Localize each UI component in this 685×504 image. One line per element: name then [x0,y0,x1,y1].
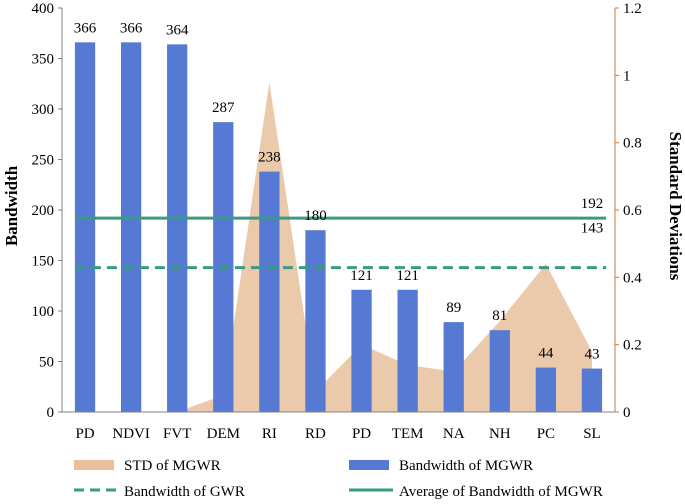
x-tick-label-11: SL [583,426,601,442]
y2-tick-label-2: 0.4 [623,270,642,286]
bar-data-label-9: 81 [492,308,507,324]
bar-data-label-0: 366 [74,20,97,36]
y-tick-label-0: 0 [47,405,55,421]
x-tick-label-7: TEM [392,426,424,442]
bar-2 [167,44,188,413]
y-tick-label-4: 200 [32,203,55,219]
legend-swatch-mgwr [349,460,389,470]
y2-axis-title: Standard Deviations [666,132,685,281]
bar-8 [443,322,464,412]
bar-11 [581,368,603,412]
bar-9 [489,330,510,412]
bar-data-label-2: 364 [166,22,189,38]
y2-tick-label-3: 0.6 [623,203,642,219]
legend-item-average: Average of Bandwidth of MGWR [349,484,603,500]
x-tick-label-2: FVT [163,426,191,442]
x-tick-label-1: NDVI [112,426,150,442]
bar-5 [305,230,326,412]
axes-layer: 0 50 100 150 200 250 300 350 400 0 0.2 0.4 0.6 0.8 1 1.… [32,1,643,442]
bar-data-label-1: 366 [120,20,143,36]
bar-data-label-8: 89 [446,300,461,316]
x-tick-label-9: NH [489,426,511,442]
bar-data-label-5: 180 [304,208,327,224]
gwr-data-label: 143 [581,221,604,237]
legend-label-mgwr: Bandwidth of MGWR [399,458,533,474]
y2-tick-label-1: 0.2 [623,338,642,354]
std-area-layer [85,82,592,413]
legend-item-gwr: Bandwidth of GWR [74,484,245,500]
std-area [85,82,592,413]
bar-data-label-10: 44 [538,346,554,362]
x-tick-label-8: NA [443,426,465,442]
x-tick-label-10: PC [537,426,555,442]
y-tick-label-1: 50 [39,355,54,371]
x-tick-label-0: PD [75,426,94,442]
y-tick-label-6: 300 [32,102,55,118]
x-tick-label-5: RD [305,426,326,442]
reference-line-layer [74,216,607,270]
bar-data-label-11: 43 [584,347,599,363]
legend: STD of MGWR Bandwidth of MGWR Bandwidth … [74,458,603,500]
bar-0 [74,42,96,413]
y2-tick-label-0: 0 [623,405,631,421]
bar-10 [535,367,557,412]
y-tick-label-8: 400 [32,1,55,17]
y2-tick-label-4: 0.8 [623,136,642,152]
bar-4 [259,171,280,412]
y-tick-label-5: 250 [32,153,55,169]
x-tick-label-6: PD [352,426,371,442]
legend-label-average: Average of Bandwidth of MGWR [399,484,603,500]
bar-data-label-7: 121 [396,268,419,284]
bar-data-label-3: 287 [212,100,235,116]
x-tick-label-4: RI [262,426,277,442]
y-tick-label-3: 150 [32,254,55,270]
data-label-layer: 366 366 364 287 238 180 121 121 89 81 44 43 192 143 [74,20,603,362]
legend-item-mgwr: Bandwidth of MGWR [349,458,533,474]
legend-label-std: STD of MGWR [124,458,221,474]
bar-1 [120,42,142,413]
bar-data-label-6: 121 [350,268,373,284]
y-axis-title: Bandwidth [2,165,21,246]
y2-tick-label-6: 1.2 [623,1,642,17]
y-tick-label-7: 350 [32,52,55,68]
y2-tick-label-5: 1 [623,68,631,84]
bar-7 [397,289,418,412]
legend-label-gwr: Bandwidth of GWR [124,484,245,500]
bar-data-label-4: 238 [258,150,281,166]
legend-swatch-std [74,460,114,470]
bar-6 [351,289,372,412]
x-tick-label-3: DEM [207,426,240,442]
legend-item-std: STD of MGWR [74,458,221,474]
average-data-label: 192 [581,196,604,212]
y-tick-label-2: 100 [32,304,55,320]
